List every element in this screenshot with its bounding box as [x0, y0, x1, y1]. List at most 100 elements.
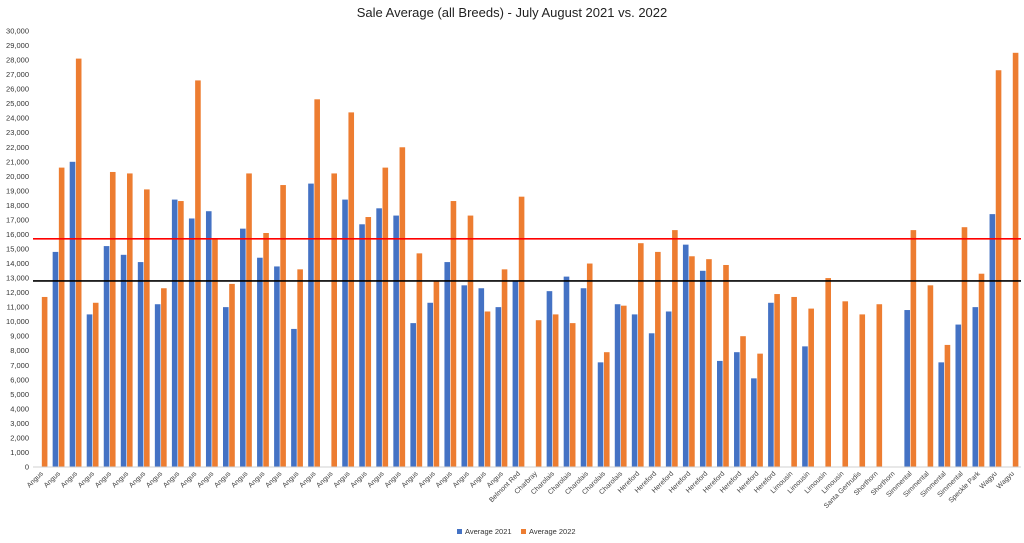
bar-average-2022: [620, 305, 627, 467]
bar-average-2022: [416, 253, 423, 467]
bar-average-2022: [263, 233, 269, 467]
bar-average-2021: [563, 276, 570, 467]
y-tick-label: 5,000: [10, 390, 29, 399]
y-tick-label: 3,000: [10, 419, 29, 428]
bar-average-2022: [399, 147, 406, 467]
bar-average-2021: [393, 215, 399, 467]
bar-average-2022: [552, 314, 559, 467]
y-tick-label: 22,000: [6, 143, 29, 152]
y-tick-label: 28,000: [6, 56, 29, 65]
bar-average-2021: [580, 288, 587, 467]
legend: Average 2021 Average 2022: [457, 527, 576, 536]
bar-average-2021: [69, 161, 76, 468]
x-tick-label: Angus: [94, 470, 113, 489]
x-tick-label: Angus: [43, 470, 62, 489]
bar-average-2022: [961, 227, 968, 467]
bar-average-2021: [376, 208, 382, 467]
x-tick-label: Angus: [452, 470, 471, 489]
bar-average-2022: [382, 167, 389, 468]
x-tick-label: Angus: [162, 470, 181, 489]
y-tick-label: 24,000: [6, 114, 29, 123]
bar-average-2022: [689, 256, 695, 467]
bar-average-2021: [223, 307, 229, 467]
bar-average-2022: [757, 353, 763, 467]
x-tick-label: Angus: [384, 470, 403, 489]
bar-average-2021: [955, 324, 962, 467]
bar-average-2022: [672, 230, 678, 467]
y-tick-label: 30,000: [6, 27, 29, 36]
y-tick-label: 27,000: [6, 70, 29, 79]
y-tick-label: 15,000: [6, 245, 29, 254]
x-tick-label: Angus: [145, 470, 164, 489]
y-tick-label: 14,000: [6, 259, 29, 268]
y-tick-label: 11,000: [7, 303, 29, 312]
bar-average-2022: [603, 352, 610, 467]
x-tick-label: Angus: [418, 470, 437, 489]
x-tick-label: Angus: [367, 470, 386, 489]
bar-average-2022: [41, 296, 48, 467]
bar-average-2022: [195, 80, 201, 467]
bar-average-2022: [944, 344, 951, 467]
bar-series: [41, 52, 1019, 468]
legend-label-2022: Average 2022: [529, 527, 576, 536]
bar-average-2022: [723, 264, 729, 467]
bar-average-2022: [927, 285, 934, 467]
bar-average-2021: [751, 378, 757, 467]
bar-average-2021: [597, 362, 604, 467]
bar-average-2022: [808, 308, 814, 467]
bar-average-2022: [433, 280, 440, 467]
bar-average-2021: [546, 291, 553, 467]
bar-average-2022: [910, 230, 917, 467]
bar-average-2022: [825, 278, 831, 467]
x-tick-label: Angus: [469, 470, 488, 489]
y-tick-label: 21,000: [6, 157, 29, 166]
legend-label-2021: Average 2021: [465, 527, 512, 536]
x-tick-label: Angus: [230, 470, 249, 489]
bar-average-2022: [484, 311, 491, 467]
y-tick-label: 0: [25, 463, 29, 472]
bar-average-2022: [774, 294, 780, 467]
y-tick-label: 29,000: [6, 41, 29, 50]
bar-average-2022: [638, 243, 644, 467]
y-tick-label: 2,000: [10, 433, 29, 442]
x-tick-label: Angus: [264, 470, 283, 489]
x-tick-label: Angus: [333, 470, 352, 489]
y-tick-label: 17,000: [6, 215, 29, 224]
bar-average-2021: [427, 302, 434, 467]
bar-average-2021: [614, 304, 621, 467]
bar-average-2021: [86, 314, 93, 467]
bar-average-2021: [137, 262, 144, 467]
y-tick-label: 10,000: [6, 317, 29, 326]
y-tick-label: 4,000: [10, 404, 29, 413]
bar-average-2021: [291, 328, 297, 467]
bar-average-2021: [240, 228, 246, 467]
bar-average-2022: [246, 173, 252, 467]
bar-average-2022: [331, 173, 337, 467]
bar-average-2021: [342, 199, 348, 467]
y-tick-label: 9,000: [10, 332, 29, 341]
y-tick-label: 8,000: [10, 346, 29, 355]
y-tick-label: 6,000: [10, 375, 29, 384]
y-tick-label: 1,000: [10, 448, 29, 457]
legend-swatch-2021: [457, 529, 462, 534]
x-tick-label: Angus: [213, 470, 232, 489]
y-tick-label: 26,000: [6, 85, 29, 94]
bar-average-2022: [92, 302, 99, 467]
bar-average-2022: [178, 201, 184, 468]
bar-average-2022: [655, 251, 661, 467]
bar-average-2021: [904, 310, 910, 467]
bar-average-2021: [938, 362, 945, 467]
bar-average-2022: [297, 269, 303, 467]
bar-average-2021: [154, 304, 161, 467]
bar-average-2022: [144, 189, 150, 467]
reference-lines: [33, 238, 1021, 282]
bar-average-2022: [212, 238, 218, 467]
bar-average-2022: [876, 304, 883, 467]
x-tick-label: Wagyu: [979, 470, 999, 490]
y-tick-label: 19,000: [6, 186, 29, 195]
bar-average-2021: [989, 214, 996, 467]
x-tick-label: Angus: [26, 470, 45, 489]
bar-average-2021: [171, 199, 178, 467]
x-tick-label: Angus: [298, 470, 317, 489]
bar-average-2021: [52, 251, 59, 467]
